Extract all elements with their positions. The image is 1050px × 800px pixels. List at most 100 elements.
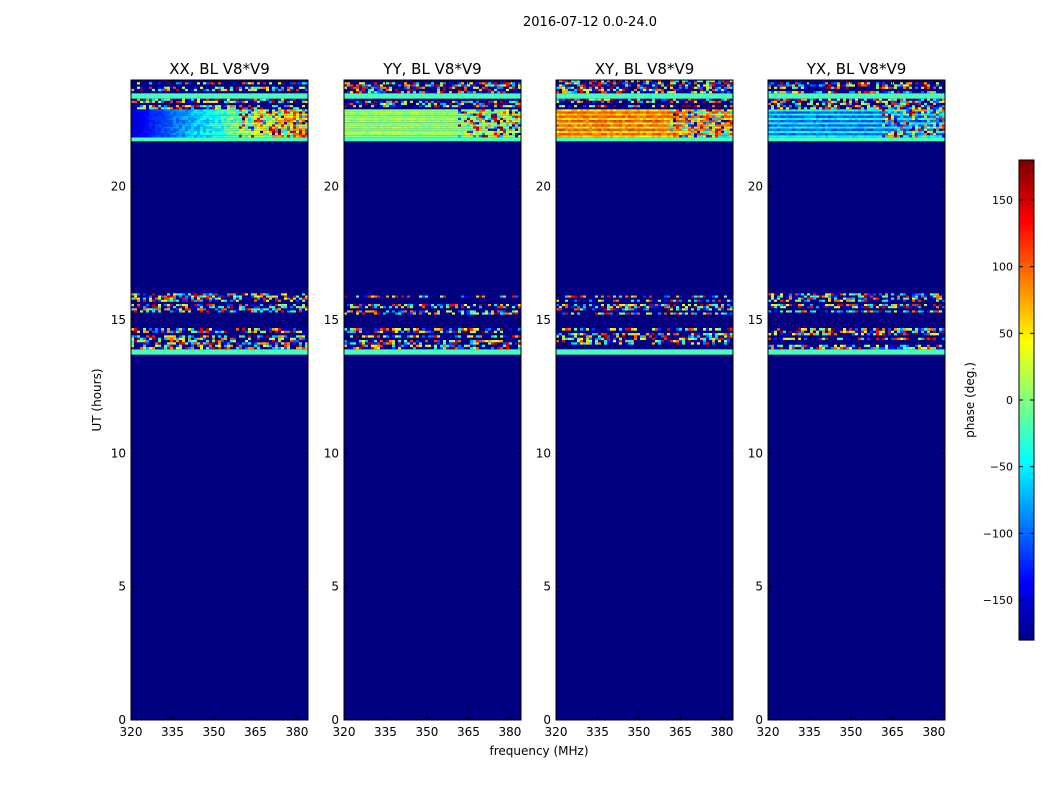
heatmap-cell — [251, 130, 254, 134]
heatmap-cell — [634, 120, 637, 123]
heatmap-cell — [386, 126, 389, 129]
heatmap-cell — [359, 342, 362, 345]
heatmap-cell — [236, 86, 239, 89]
heatmap-cell — [500, 115, 503, 118]
heatmap-cell — [479, 122, 482, 125]
heatmap-cell — [452, 304, 455, 307]
heatmap-cell — [556, 115, 559, 118]
heatmap-cell — [586, 122, 589, 125]
heatmap-cell — [182, 310, 185, 313]
heatmap-cell — [601, 304, 604, 307]
heatmap-cell — [482, 105, 485, 108]
heatmap-band — [344, 93, 521, 99]
heatmap-cell — [281, 122, 284, 125]
heatmap-cell — [395, 105, 398, 108]
heatmap-cell — [251, 330, 254, 334]
heatmap-cell — [416, 86, 419, 89]
heatmap-cell — [580, 117, 583, 121]
heatmap-cell — [455, 84, 458, 87]
heatmap-cell — [299, 310, 302, 313]
heatmap-cell — [380, 113, 383, 116]
heatmap-cell — [658, 135, 661, 138]
heatmap-cell — [580, 295, 583, 298]
heatmap-cell — [646, 122, 649, 125]
heatmap-cell — [215, 120, 218, 123]
heatmap-cell — [709, 304, 712, 307]
heatmap-cell — [257, 86, 260, 89]
heatmap-cell — [470, 91, 473, 94]
heatmap-cell — [449, 128, 452, 131]
heatmap-cell — [494, 105, 497, 108]
heatmap-cell — [428, 100, 431, 103]
heatmap-cell — [365, 86, 368, 89]
heatmap-cell — [362, 84, 365, 87]
heatmap-cell — [134, 113, 137, 116]
heatmap-cell — [458, 105, 461, 108]
heatmap-cell — [260, 299, 263, 302]
heatmap-cell — [694, 335, 697, 338]
heatmap-cell — [191, 88, 194, 92]
heatmap-cell — [284, 126, 287, 129]
heatmap-cell — [428, 304, 431, 307]
heatmap-cell — [152, 111, 155, 114]
heatmap-cell — [571, 130, 574, 134]
heatmap-cell — [637, 115, 640, 118]
heatmap-cell — [167, 299, 170, 302]
heatmap-cell — [152, 304, 155, 307]
heatmap-cell — [619, 128, 622, 131]
heatmap-cell — [302, 135, 305, 138]
heatmap-cell — [586, 135, 589, 138]
heatmap-cell — [476, 117, 479, 121]
heatmap-cell — [149, 122, 152, 125]
heatmap-cell — [221, 337, 224, 341]
heatmap-cell — [179, 295, 182, 298]
heatmap-cell — [497, 304, 500, 307]
heatmap-cell — [398, 310, 401, 313]
heatmap-cell — [939, 344, 942, 348]
heatmap-cell — [730, 100, 733, 103]
heatmap-cell — [506, 304, 509, 307]
heatmap-cell — [574, 122, 577, 125]
heatmap-cell — [389, 135, 392, 138]
heatmap-cell — [559, 113, 562, 116]
heatmap-cell — [819, 344, 822, 348]
heatmap-cell — [509, 115, 512, 118]
heatmap-cell — [443, 120, 446, 123]
heatmap-cell — [164, 117, 167, 121]
heatmap-cell — [212, 342, 215, 345]
heatmap-cell — [392, 115, 395, 118]
heatmap-cell — [179, 105, 182, 108]
heatmap-cell — [700, 335, 703, 338]
heatmap-cell — [473, 113, 476, 116]
heatmap-cell — [789, 337, 792, 341]
heatmap-cell — [565, 135, 568, 138]
heatmap-cell — [416, 133, 419, 136]
heatmap-cell — [655, 312, 658, 315]
heatmap-cell — [398, 91, 401, 94]
heatmap-cell — [203, 82, 206, 85]
heatmap-cell — [188, 113, 191, 116]
heatmap-cell — [461, 306, 464, 309]
heatmap-cell — [368, 310, 371, 313]
heatmap-cell — [146, 98, 149, 101]
heatmap-cell — [461, 113, 464, 116]
heatmap-cell — [167, 107, 170, 110]
heatmap-cell — [167, 113, 170, 116]
heatmap-cell — [368, 135, 371, 138]
heatmap-cell — [158, 135, 161, 138]
heatmap-cell — [482, 109, 485, 112]
heatmap-cell — [419, 344, 422, 348]
heatmap-cell — [482, 124, 485, 127]
heatmap-cell — [395, 306, 398, 309]
heatmap-cell — [461, 344, 464, 348]
heatmap-cell — [640, 335, 643, 338]
heatmap-cell — [359, 340, 362, 343]
heatmap-cell — [212, 337, 215, 341]
heatmap-cell — [712, 100, 715, 103]
heatmap-cell — [188, 135, 191, 138]
heatmap-cell — [649, 115, 652, 118]
heatmap-cell — [574, 295, 577, 298]
heatmap-cell — [592, 295, 595, 298]
heatmap-cell — [278, 304, 281, 307]
heatmap-cell — [774, 330, 777, 334]
